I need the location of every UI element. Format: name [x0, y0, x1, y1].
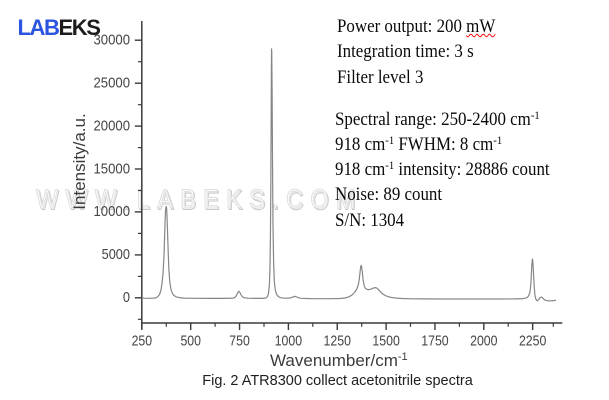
- svg-text:30000: 30000: [94, 32, 131, 49]
- svg-text:Intensity/a.u.: Intensity/a.u.: [70, 113, 89, 209]
- svg-text:25000: 25000: [94, 75, 131, 92]
- svg-text:15000: 15000: [94, 160, 131, 177]
- svg-text:1750: 1750: [421, 332, 448, 349]
- svg-text:10000: 10000: [94, 203, 131, 220]
- svg-text:1000: 1000: [275, 332, 302, 349]
- svg-text:1500: 1500: [372, 332, 399, 349]
- svg-text:750: 750: [229, 332, 250, 349]
- svg-text:20000: 20000: [94, 117, 131, 134]
- svg-text:2000: 2000: [470, 332, 497, 349]
- svg-text:0: 0: [123, 289, 130, 306]
- svg-text:5000: 5000: [102, 246, 130, 263]
- svg-text:Wavenumber/cm-1: Wavenumber/cm-1: [270, 351, 408, 370]
- svg-text:250: 250: [132, 332, 153, 349]
- svg-text:500: 500: [180, 332, 201, 349]
- svg-text:1250: 1250: [324, 332, 351, 349]
- svg-text:2250: 2250: [519, 332, 546, 349]
